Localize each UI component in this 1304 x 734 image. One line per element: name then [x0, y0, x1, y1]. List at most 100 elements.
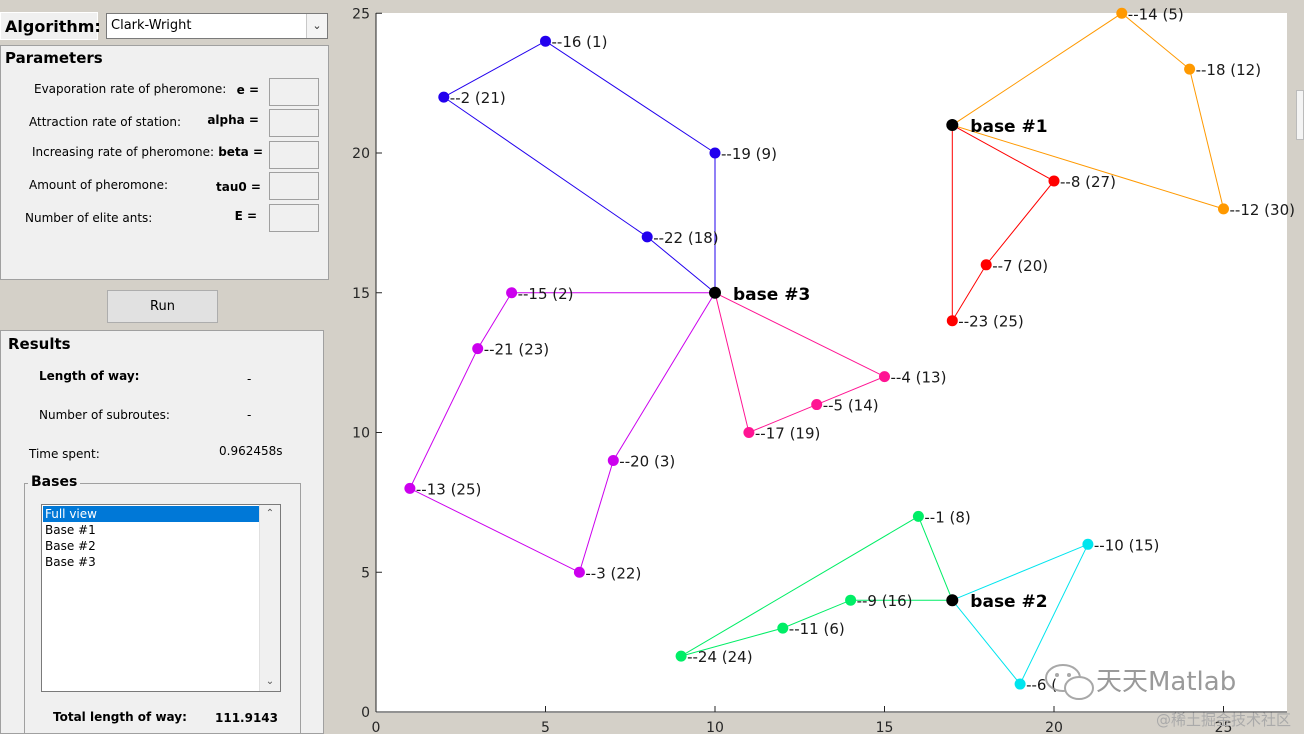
- time-spent-label: Time spent:: [29, 447, 100, 461]
- x-tick-label: 20: [1045, 720, 1063, 734]
- watermark: 天天Matlab @稀土掘金技术社区: [1045, 664, 1291, 729]
- wechat-icon: [1045, 664, 1094, 700]
- watermark-credit: @稀土掘金技术社区: [1156, 711, 1291, 729]
- point-label: --13 (25): [416, 480, 481, 498]
- route-line: [409, 292, 716, 574]
- route-point: [946, 315, 958, 327]
- x-tick-label: 15: [876, 720, 894, 734]
- param-key-e: e =: [236, 83, 259, 97]
- point-label: --4 (13): [891, 369, 947, 387]
- y-tick-label: 25: [352, 6, 370, 22]
- point-label: --8 (27): [1060, 173, 1116, 191]
- parameters-title: Parameters: [3, 49, 105, 67]
- chart-axes: 0 5 10 15 20 25 0 5 10 15 20 25: [352, 6, 1287, 734]
- param-key-alpha: alpha =: [207, 113, 259, 127]
- route-line: [951, 124, 1055, 323]
- route-point: [472, 343, 484, 355]
- bases-item-base-3[interactable]: Base #3: [45, 555, 96, 569]
- algorithm-select[interactable]: Clark-Wright ⌄: [106, 13, 328, 39]
- x-tick-label: 5: [541, 720, 550, 734]
- route-point: [743, 427, 755, 438]
- route-point: [607, 454, 619, 466]
- route-point: [540, 35, 551, 47]
- algorithm-selected-value: Clark-Wright: [111, 18, 192, 33]
- point-label: --15 (2): [518, 285, 574, 303]
- y-tick-label: 15: [352, 286, 370, 302]
- parameters-panel: Parameters Evaporation rate of pheromone…: [0, 45, 329, 280]
- point-label: --3 (22): [585, 564, 641, 582]
- param-input-tau0[interactable]: [269, 172, 319, 200]
- param-key-E: E =: [234, 209, 257, 223]
- route-point: [404, 482, 416, 494]
- base-label: base #3: [733, 285, 810, 305]
- point-label: --2 (21): [450, 89, 506, 107]
- watermark-brand: 天天Matlab: [1096, 667, 1236, 697]
- param-key-beta: beta =: [218, 145, 263, 159]
- results-title: Results: [8, 335, 71, 353]
- x-tick-label: 25: [1215, 720, 1233, 734]
- chart-points: [404, 7, 1229, 690]
- route-point: [845, 594, 857, 606]
- param-label-increasing: Increasing rate of pheromone:: [32, 145, 215, 159]
- run-button[interactable]: Run: [107, 290, 218, 323]
- param-input-e[interactable]: [269, 78, 319, 106]
- param-label-elite: Number of elite ants:: [25, 211, 153, 225]
- point-label: --1 (8): [924, 508, 970, 526]
- subroutes-label: Number of subroutes:: [39, 408, 170, 422]
- point-label: --10 (15): [1094, 536, 1159, 554]
- length-of-way-value: -: [247, 372, 252, 386]
- base-point: [946, 119, 959, 132]
- chart-point-labels: --14 (5) --18 (12) --12 (30) --8 (27) --7 (2…: [416, 5, 1295, 694]
- listbox-scrollbar[interactable]: ⌃ ⌄: [259, 505, 280, 691]
- route-point: [777, 622, 789, 634]
- subroutes-value: -: [247, 408, 252, 422]
- scroll-up-icon[interactable]: ⌃: [265, 508, 275, 519]
- route-point: [641, 231, 653, 243]
- bases-item-full-view[interactable]: Full view: [43, 506, 259, 522]
- total-length-value: 111.9143: [215, 711, 279, 725]
- point-label: --18 (12): [1196, 61, 1261, 79]
- param-label-amount: Amount of pheromone:: [29, 178, 169, 192]
- total-length-label: Total length of way:: [53, 710, 187, 724]
- base-point: [946, 594, 959, 607]
- point-label: --7 (20): [992, 257, 1048, 275]
- y-tick-label: 5: [361, 565, 370, 581]
- route-point: [879, 371, 890, 383]
- scroll-down-icon[interactable]: ⌄: [265, 676, 275, 687]
- plot-area: [376, 13, 1287, 713]
- route-line: [951, 543, 1089, 685]
- base-label: base #2: [970, 592, 1047, 612]
- param-key-tau0: tau0 =: [216, 180, 261, 194]
- param-input-E[interactable]: [269, 204, 319, 232]
- y-tick-label: 10: [352, 426, 370, 442]
- route-point: [1048, 175, 1060, 187]
- param-label-evaporation: Evaporation rate of pheromone:: [34, 82, 227, 96]
- route-point: [1184, 63, 1196, 75]
- param-input-beta[interactable]: [269, 141, 319, 169]
- point-label: --14 (5): [1128, 5, 1184, 23]
- bases-item-base-2[interactable]: Base #2: [45, 539, 96, 553]
- length-of-way-label: Length of way:: [39, 369, 140, 383]
- point-label: --22 (18): [653, 229, 718, 247]
- point-label: --19 (9): [721, 145, 777, 163]
- point-label: --23 (25): [958, 313, 1023, 331]
- point-label: --11 (6): [789, 620, 845, 638]
- route-point: [1082, 538, 1094, 550]
- base-point: [709, 286, 721, 299]
- bases-listbox[interactable]: Full view Base #1 Base #2 Base #3 ⌃ ⌄: [41, 504, 281, 692]
- route-point: [675, 650, 687, 662]
- point-label: --6 (: [1026, 676, 1057, 694]
- route-point: [573, 566, 585, 578]
- x-tick-label: 10: [706, 720, 724, 734]
- y-tick-label: 20: [352, 146, 370, 162]
- y-tick-label: 0: [361, 705, 370, 721]
- chevron-down-icon[interactable]: ⌄: [306, 14, 327, 38]
- point-label: --9 (16): [857, 592, 913, 610]
- bases-item-base-1[interactable]: Base #1: [45, 523, 96, 537]
- point-label: --17 (19): [755, 425, 820, 443]
- algorithm-label: Algorithm:: [0, 12, 101, 40]
- point-label: --5 (14): [823, 397, 879, 415]
- route-point: [709, 147, 721, 159]
- point-label: --12 (30): [1230, 201, 1295, 219]
- param-input-alpha[interactable]: [269, 109, 319, 137]
